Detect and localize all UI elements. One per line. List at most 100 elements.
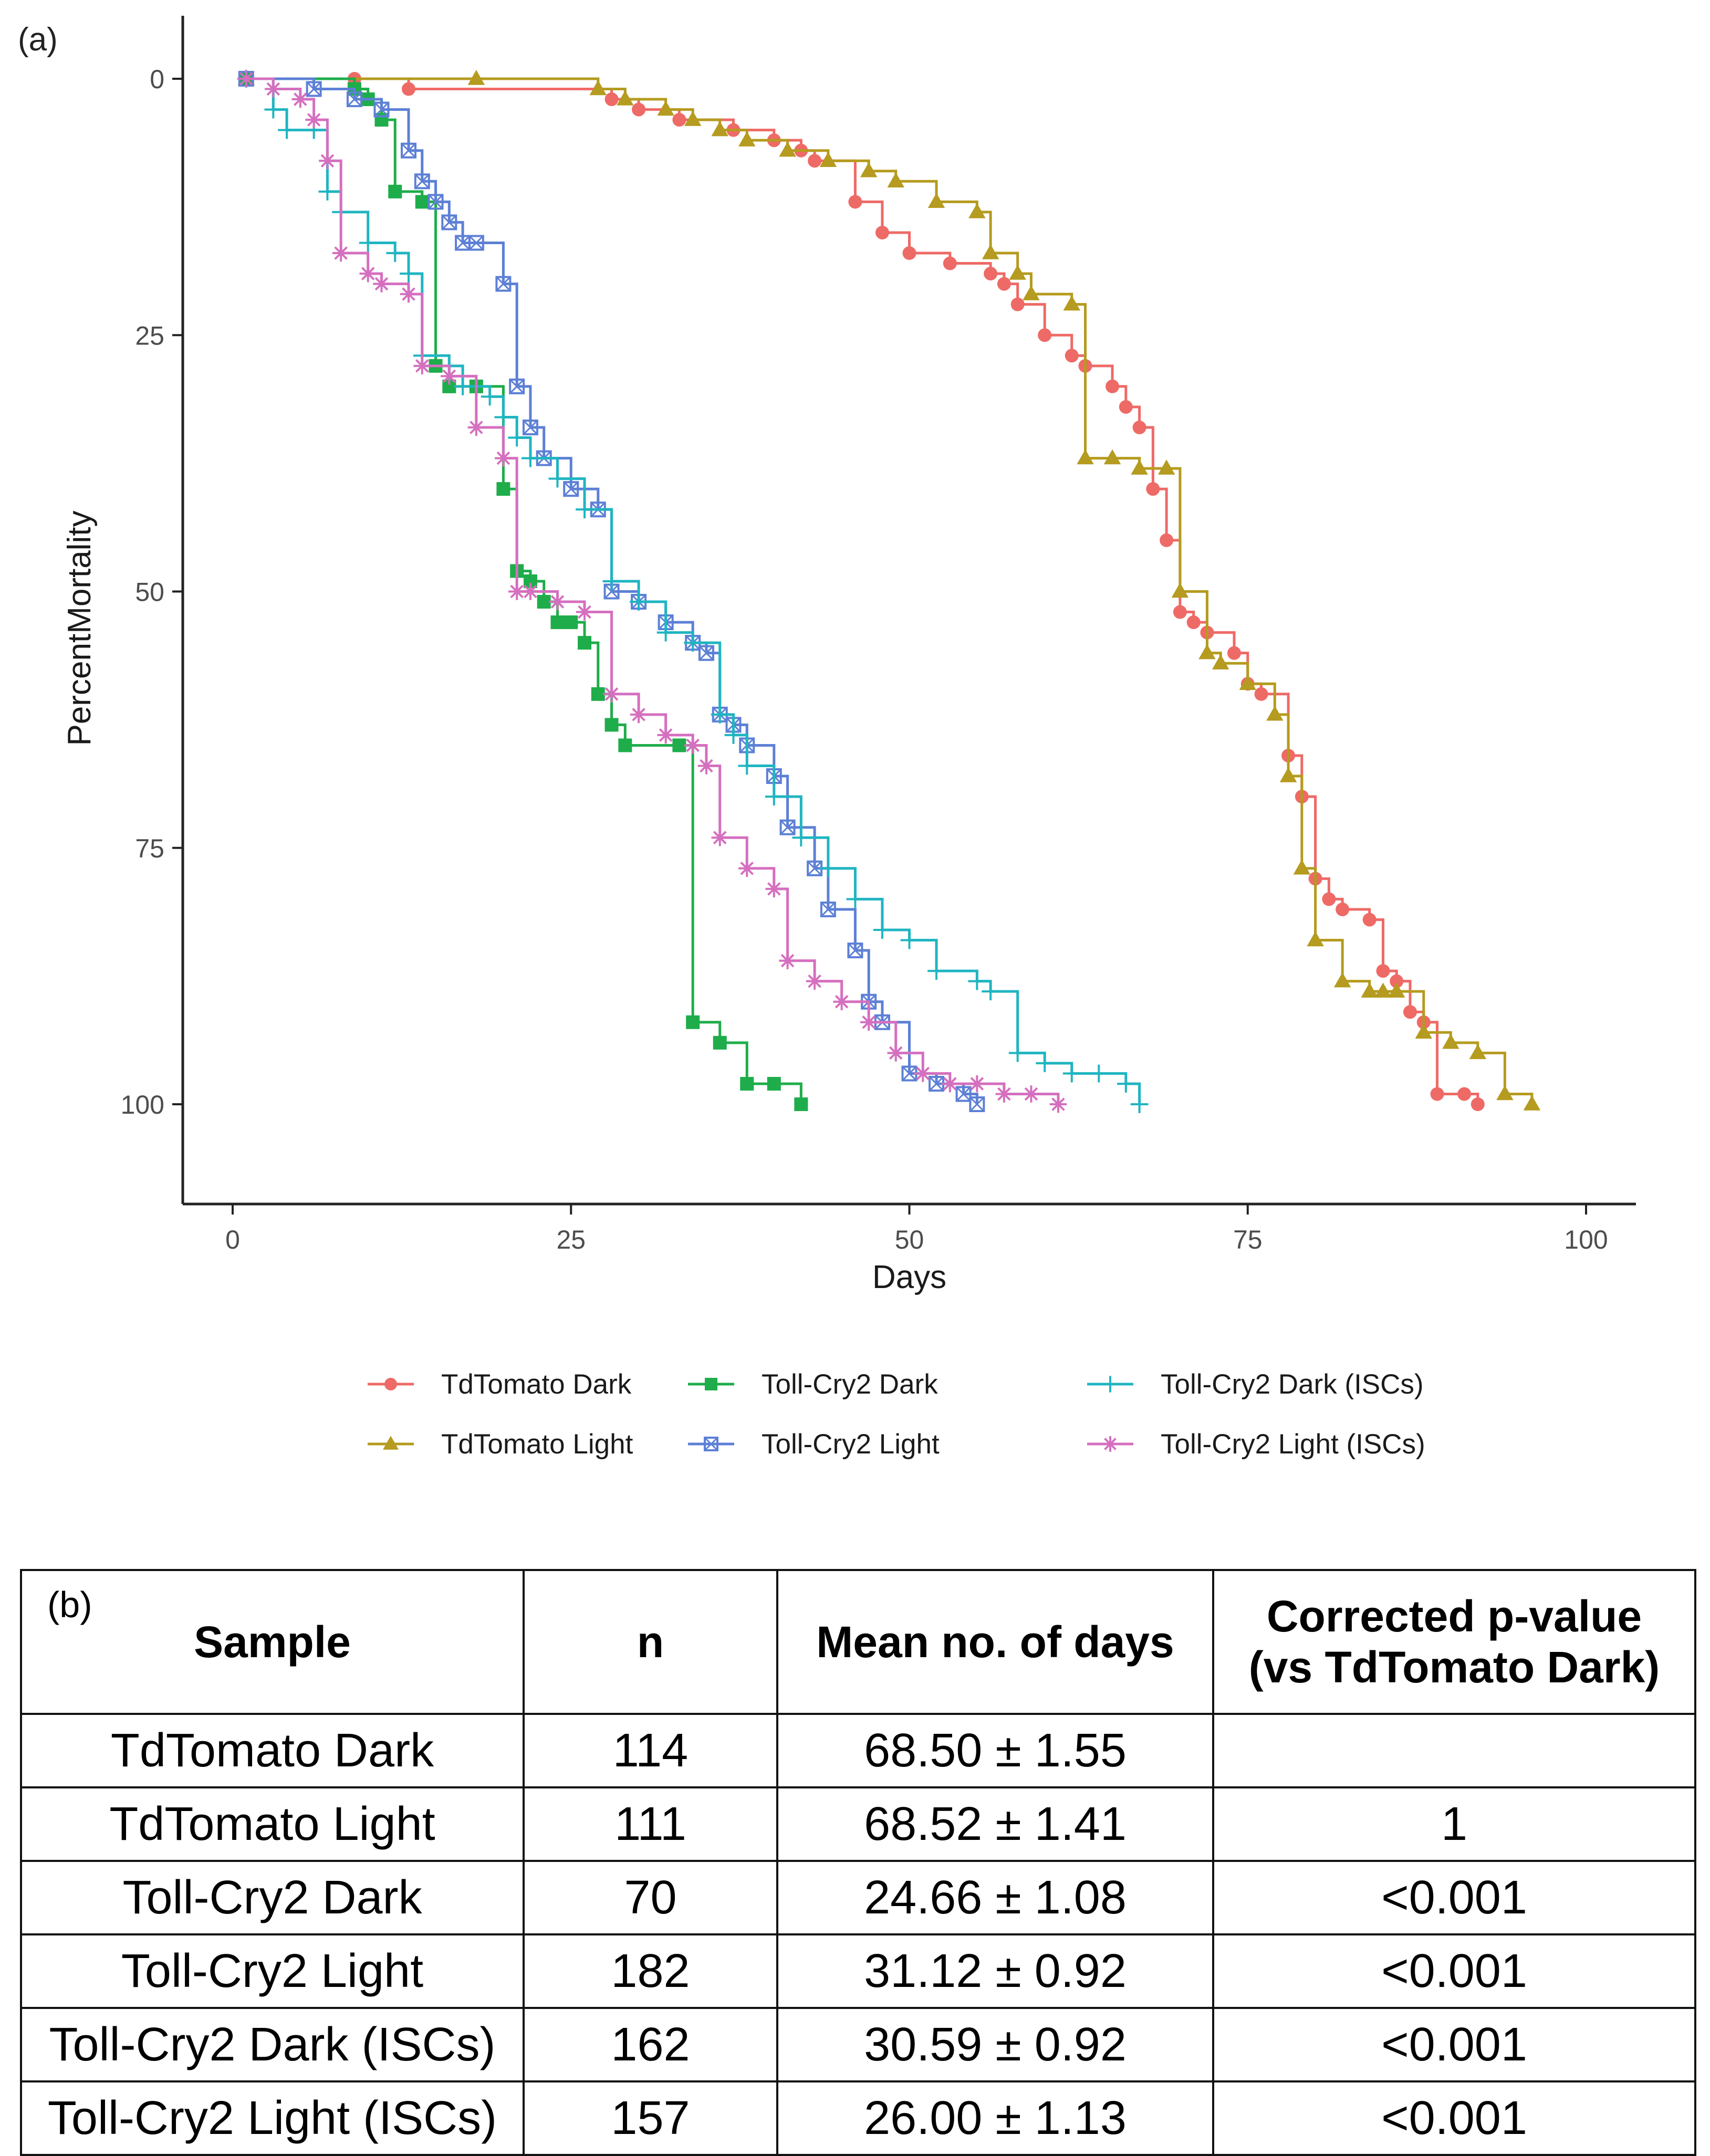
data-point [1471, 1097, 1485, 1111]
data-point [846, 890, 864, 908]
data-point [656, 623, 675, 642]
data-point [902, 246, 916, 260]
cell-sample: Toll-Cry2 Light (ISCs) [20, 2080, 525, 2156]
data-point [1173, 605, 1187, 619]
legend-label: Toll-Cry2 Light [762, 1429, 940, 1460]
data-point [306, 81, 322, 97]
data-point [1090, 1064, 1108, 1083]
cell-mean: 26.00 ± 1.13 [776, 2080, 1214, 2156]
cell-pvalue: <0.001 [1212, 1860, 1696, 1935]
legend-item: Toll-Cry2 Light [688, 1429, 940, 1460]
data-point [1322, 892, 1336, 906]
legend-item: Toll-Cry2 Light (ISCs) [1087, 1429, 1425, 1460]
data-point [548, 469, 567, 488]
data-point [591, 687, 605, 701]
data-point [481, 388, 499, 406]
data-point [1496, 1085, 1514, 1101]
data-point [1469, 1044, 1487, 1060]
panel-b-label: (b) [47, 1584, 92, 1625]
data-point [602, 572, 621, 590]
data-point [1008, 1044, 1027, 1062]
data-point [1254, 687, 1268, 701]
data-point [1023, 1085, 1040, 1103]
header-pvalue-line1: Corrected p-value [1266, 1592, 1642, 1641]
data-point [982, 244, 999, 259]
data-point [305, 111, 322, 129]
legend: TdTomato Dark TdTomato Light Toll-Cry2 Dar… [368, 1369, 1425, 1460]
y-tick-label: 0 [150, 65, 164, 94]
data-point [1390, 974, 1404, 988]
data-point [1212, 654, 1229, 669]
data-point [767, 1076, 781, 1091]
data-point [1362, 913, 1377, 927]
data-point [704, 1437, 718, 1451]
data-point [672, 738, 686, 752]
data-point [875, 225, 889, 239]
data-point [779, 141, 796, 157]
cell-mean: 30.59 ± 0.92 [776, 2007, 1214, 2082]
cell-pvalue: <0.001 [1212, 1933, 1696, 2009]
data-point [1049, 1095, 1067, 1113]
data-point [819, 859, 837, 877]
data-point [495, 276, 512, 292]
data-point [1376, 964, 1390, 978]
data-point [550, 615, 565, 630]
data-point [765, 880, 783, 898]
legend-label: Toll-Cry2 Dark [762, 1369, 938, 1400]
data-point [1239, 675, 1256, 690]
data-point [657, 100, 674, 116]
data-point [705, 1378, 717, 1390]
data-point [427, 194, 444, 210]
data-point [914, 1065, 932, 1082]
data-point [319, 152, 336, 170]
data-point [738, 131, 756, 146]
series-tdtomato-light [237, 70, 1541, 1111]
y-tick-label: 75 [135, 834, 164, 863]
data-point [617, 90, 634, 106]
data-point [400, 265, 418, 282]
data-point [982, 982, 1000, 1001]
table-row: TdTomato Dark 114 68.50 ± 1.55 [20, 1713, 1696, 1788]
data-point [1010, 297, 1025, 311]
data-point [698, 645, 714, 661]
data-point [537, 595, 551, 609]
data-point [522, 420, 538, 436]
data-point [383, 1436, 399, 1450]
table-row: Toll-Cry2 Light 182 31.12 ± 0.92 <0.001 [20, 1933, 1696, 2009]
data-point [1119, 400, 1133, 414]
data-point [467, 418, 485, 436]
data-point [657, 726, 674, 744]
header-pvalue: Corrected p-value (vs TdTomato Dark) [1212, 1569, 1696, 1715]
x-tick-label: 100 [1564, 1225, 1608, 1254]
data-point [792, 829, 810, 847]
data-point [1227, 646, 1241, 660]
data-point [1158, 459, 1175, 475]
data-point [576, 603, 593, 621]
data-point [1403, 1005, 1417, 1019]
data-point [509, 378, 525, 394]
data-point [968, 972, 986, 990]
legend-item: Toll-Cry2 Dark [688, 1369, 938, 1400]
data-point [278, 121, 296, 139]
data-point [997, 277, 1011, 291]
series-line [246, 77, 1479, 1104]
data-point [955, 1086, 972, 1102]
data-point [968, 203, 986, 218]
data-point [1102, 1376, 1119, 1393]
cell-sample: Toll-Cry2 Light [20, 1933, 525, 2009]
header-mean: Mean no. of days [776, 1569, 1214, 1715]
data-point [359, 265, 377, 282]
survival-chart: (a) 0 25 50 75 100 0 25 50 75 100 Days PercentMorta… [18, 16, 1636, 1460]
cell-mean: 68.52 ± 1.41 [776, 1786, 1214, 1862]
data-point [819, 152, 837, 167]
header-sample: (b) Sample [20, 1569, 525, 1715]
data-point [1523, 1095, 1541, 1111]
data-point [887, 1044, 904, 1062]
axes: 0 25 50 75 100 0 25 50 75 100 Days PercentMortality [61, 16, 1636, 1295]
cell-n: 111 [523, 1786, 778, 1862]
data-point [1198, 644, 1216, 660]
data-point [808, 154, 822, 168]
data-point [468, 235, 484, 251]
panel-a-label: (a) [18, 22, 58, 58]
cell-sample: Toll-Cry2 Dark [20, 1860, 525, 1935]
